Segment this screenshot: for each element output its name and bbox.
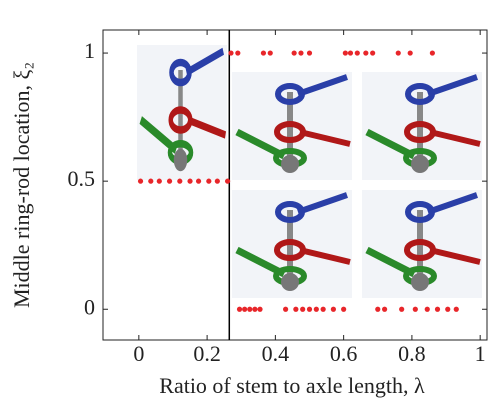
point [429,50,435,56]
point [187,178,193,184]
point [260,50,267,56]
point [300,306,306,312]
point [354,50,360,56]
point [195,178,202,184]
point [283,306,289,312]
point [434,306,441,312]
plot-frame [102,29,488,341]
point [148,178,154,184]
point [267,50,273,56]
x-tick-label: 0.8 [398,341,426,366]
point [298,50,304,56]
point [235,50,241,56]
point [341,306,347,312]
point [370,50,376,56]
point [242,306,248,312]
point [453,306,459,312]
point [293,306,299,312]
point [320,306,326,312]
point [228,50,234,56]
x-tick-label: 0.4 [262,341,290,366]
x-axis-label: Ratio of stem to axle length, λ [159,373,425,398]
point [236,306,243,312]
point [206,178,212,184]
point [137,178,144,184]
y-axis-label: Middle ring-rod location, ξ₂ [9,62,34,308]
point [412,306,418,312]
point [166,178,173,184]
point [363,50,369,56]
point [342,50,348,56]
point [156,178,162,184]
point [330,306,336,312]
illustration [137,45,482,298]
point [177,178,183,184]
point [224,178,231,184]
y-tick-label: 0.5 [68,166,96,191]
point [306,50,313,56]
x-tick-label: 0.6 [330,341,358,366]
point [247,306,253,312]
point [424,306,430,312]
point [375,306,381,312]
point [399,306,405,312]
point [445,306,451,312]
point [252,306,258,312]
point [306,306,313,312]
point [407,50,413,56]
x-tick-label: 0.2 [193,341,221,366]
x-tick-label: 1 [475,341,486,366]
point [347,50,354,56]
point [382,306,388,312]
x-tick-label: 0 [133,341,144,366]
point [291,50,297,56]
point [214,178,220,184]
point [257,306,263,312]
point [313,306,319,312]
y-tick-label: 0 [84,294,95,319]
point [395,50,401,56]
y-tick-label: 1 [84,38,95,63]
